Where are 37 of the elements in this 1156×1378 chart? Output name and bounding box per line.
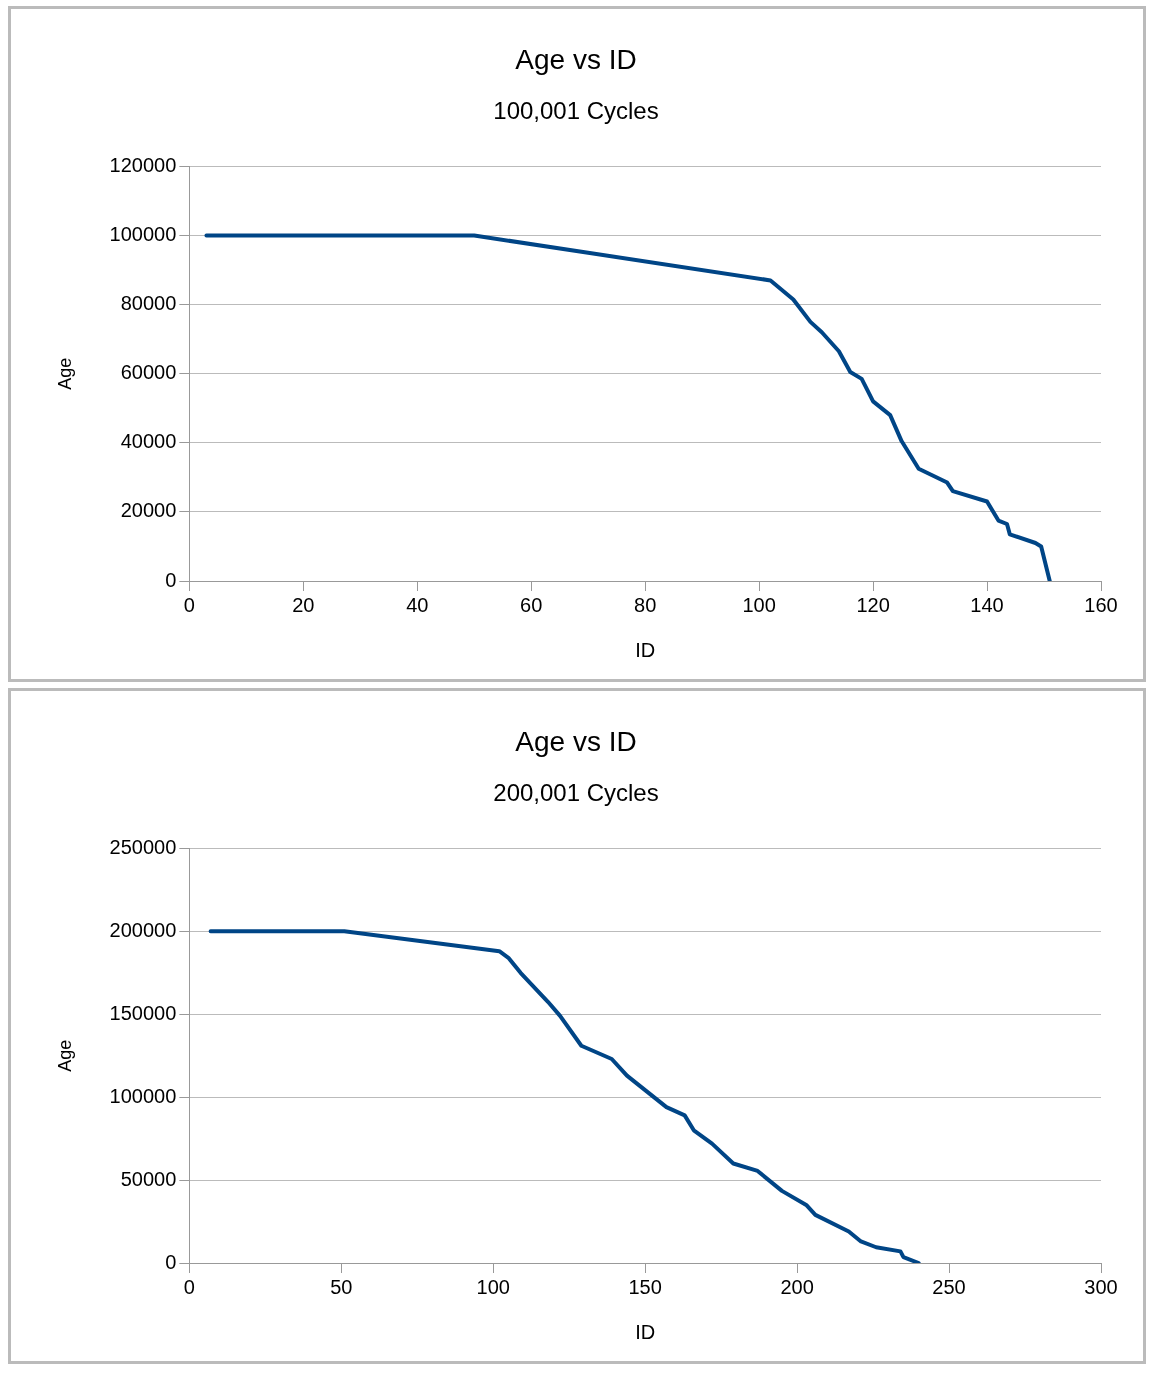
x-tick-label: 100 <box>476 1275 510 1298</box>
x-tick-label: 0 <box>183 1275 195 1298</box>
y-tick-label: 50000 <box>120 1167 177 1190</box>
y-tick-label: 0 <box>165 1250 177 1273</box>
x-tick-label: 80 <box>634 593 657 616</box>
x-tick-label: 200 <box>780 1275 814 1298</box>
chart-title: Age vs ID <box>515 43 637 75</box>
y-tick-label: 150000 <box>109 1001 177 1024</box>
x-axis-title: ID <box>635 1320 656 1343</box>
y-tick-label: 80000 <box>120 292 177 315</box>
x-tick-label: 50 <box>330 1275 353 1298</box>
x-tick-label: 250 <box>932 1275 966 1298</box>
y-tick-label: 0 <box>165 568 177 591</box>
y-tick-label: 100000 <box>109 223 177 246</box>
y-tick-label: 120000 <box>109 153 177 176</box>
y-tick-label: 40000 <box>120 430 177 453</box>
x-tick-label: 20 <box>292 593 315 616</box>
chart-subtitle: 200,001 Cycles <box>493 778 659 806</box>
y-tick-label: 200000 <box>109 918 177 941</box>
x-axis-title: ID <box>635 638 656 661</box>
y-tick-label: 250000 <box>109 835 177 858</box>
y-tick-label: 20000 <box>120 499 177 522</box>
x-tick-label: 150 <box>628 1275 662 1298</box>
x-tick-label: 300 <box>1084 1275 1118 1298</box>
x-tick-label: 60 <box>520 593 543 616</box>
x-tick-label: 40 <box>406 593 429 616</box>
x-tick-label: 120 <box>856 593 890 616</box>
y-axis-title: Age <box>54 357 75 390</box>
y-tick-label: 100000 <box>109 1084 177 1107</box>
x-tick-label: 0 <box>183 593 195 616</box>
chart-title: Age vs ID <box>515 725 637 757</box>
y-axis-title: Age <box>54 1039 75 1072</box>
y-tick-label: 60000 <box>120 361 177 384</box>
x-tick-label: 140 <box>970 593 1004 616</box>
x-tick-label: 160 <box>1084 593 1118 616</box>
x-tick-label: 100 <box>742 593 776 616</box>
chart-subtitle: 100,001 Cycles <box>493 96 659 124</box>
